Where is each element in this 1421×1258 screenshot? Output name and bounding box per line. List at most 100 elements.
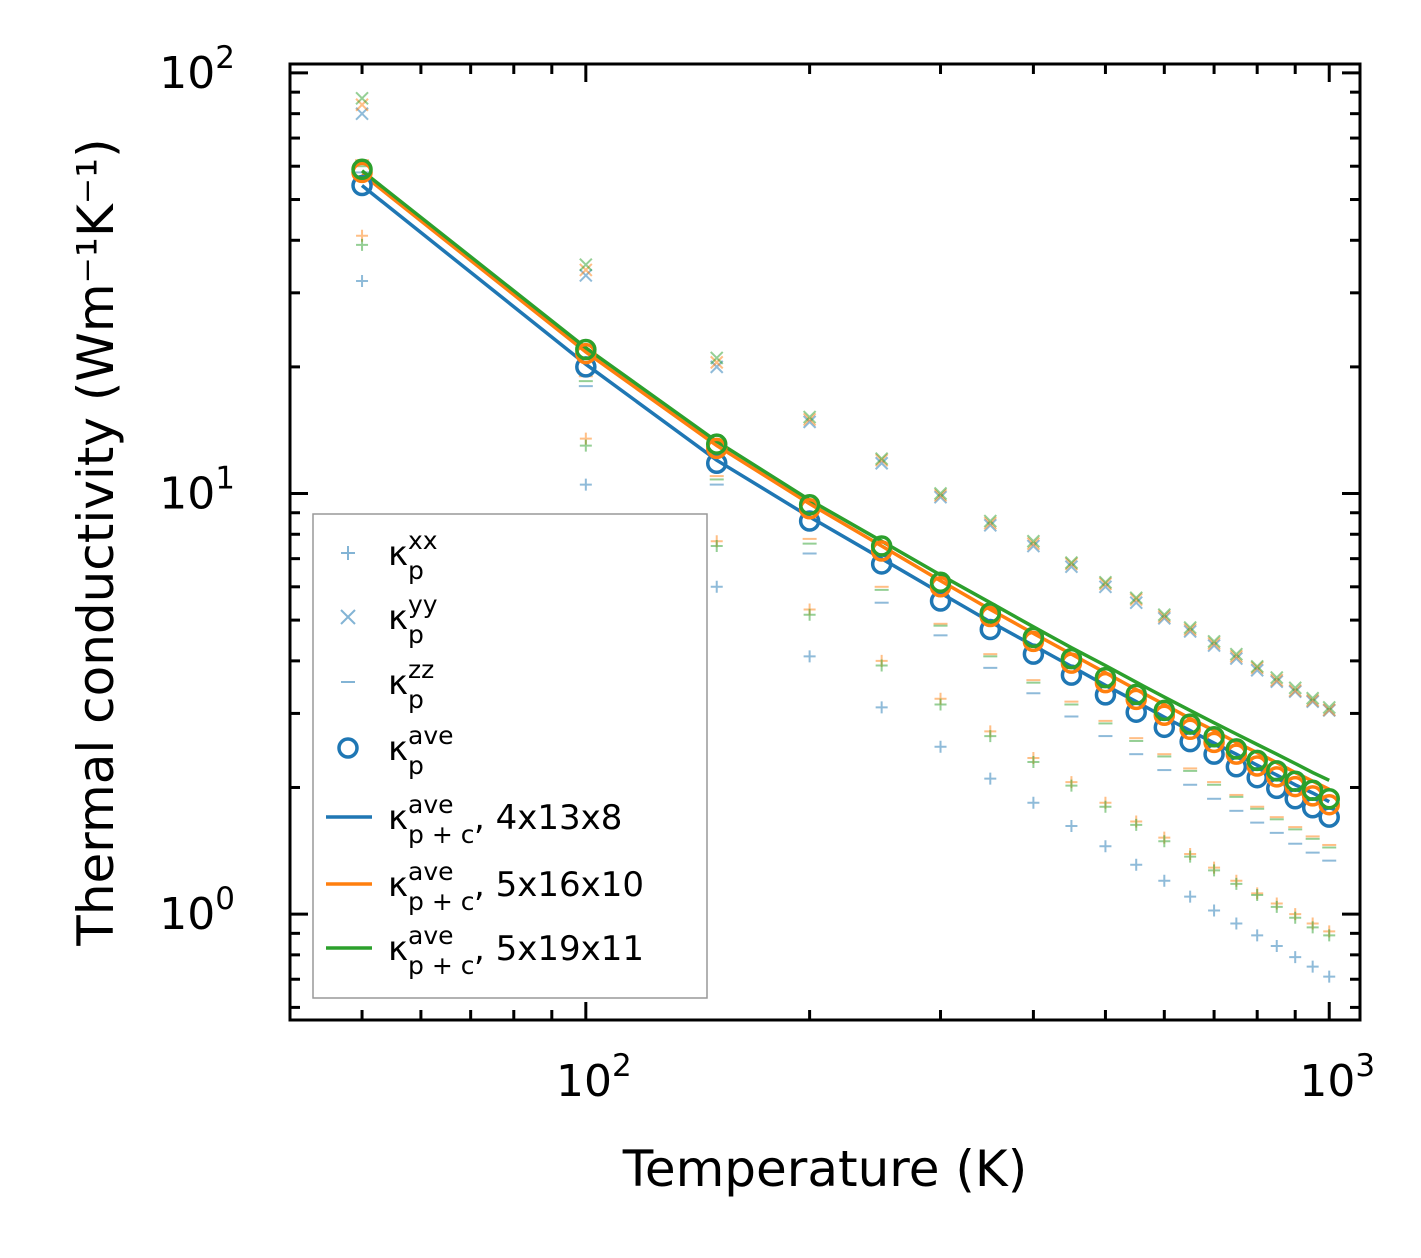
x-axis-label: Temperature (K) — [622, 1140, 1027, 1198]
k-ave-point — [351, 158, 373, 181]
k-xx-point — [579, 478, 592, 491]
k-yy-point — [1129, 592, 1143, 607]
k-xx-point — [1270, 900, 1283, 913]
k-yy-point — [1288, 683, 1302, 698]
k-yy-point — [1129, 595, 1143, 610]
k-xx-point — [1323, 970, 1336, 983]
k-yy-point — [1064, 559, 1079, 574]
k-ave-point — [979, 602, 1002, 624]
k-yy-point — [1157, 609, 1172, 624]
k-ave-point — [1318, 793, 1340, 816]
k-xx-point — [1251, 929, 1264, 942]
x-tick-label: 102 — [556, 1048, 632, 1107]
k-yy-point — [983, 516, 997, 530]
k-yy-point — [1229, 647, 1244, 661]
legend-entry: κxx p — [341, 526, 438, 585]
k-yy-point — [1305, 691, 1320, 705]
k-yy-point — [710, 355, 724, 370]
k-ave-point — [798, 510, 821, 532]
k-yy-point — [1026, 534, 1041, 548]
k-yy-point — [1288, 681, 1302, 695]
legend-entry: κave p + c, 4x13x8 — [326, 790, 622, 849]
k-yy-point — [1026, 536, 1041, 551]
y-tick-label: 101 — [159, 461, 235, 520]
k-xx-point — [1027, 796, 1040, 809]
k-yy-point — [874, 451, 889, 466]
k-yy-point — [1322, 700, 1336, 715]
legend-label: κave p + c, 4x13x8 — [388, 790, 622, 849]
k-xx-point — [934, 698, 947, 711]
plus-marker-icon — [341, 546, 355, 560]
axis-ticks — [288, 64, 1360, 1020]
k-ave-point — [705, 433, 728, 455]
plot-area — [351, 91, 1340, 983]
k-xx-point — [1230, 917, 1243, 930]
k-yy-point — [1129, 591, 1143, 605]
k-ave-point — [1225, 738, 1248, 760]
k-xx-point — [803, 608, 816, 621]
y-tick-label: 100 — [159, 881, 235, 940]
k-yy-point — [983, 518, 997, 533]
series-4x13x8 — [355, 106, 1337, 983]
k-yy-point — [1305, 693, 1320, 708]
legend-label: κave p — [388, 721, 454, 780]
legend-label: κave p + c, 5x16x10 — [388, 857, 644, 916]
k-ave-point — [1094, 666, 1117, 689]
k-xx-point — [1184, 850, 1197, 863]
k-yy-point — [1270, 674, 1284, 689]
y-tick-label: 102 — [159, 40, 235, 99]
k-xx-point — [1323, 929, 1336, 942]
k-ave-point — [1266, 760, 1288, 782]
k-yy-point — [1207, 636, 1221, 651]
k-yy-point — [355, 91, 369, 106]
k-yy-point — [1207, 638, 1221, 653]
legend-label: κyy p — [388, 590, 438, 649]
k-yy-point — [1183, 624, 1197, 639]
k-xx-point — [1158, 874, 1171, 887]
k-yy-point — [874, 453, 889, 467]
k-xx-point — [1306, 960, 1319, 973]
k-xx-point — [356, 238, 369, 251]
k-ave-point — [1318, 788, 1340, 810]
k-ave-point — [1179, 713, 1201, 735]
k-yy-point — [579, 263, 593, 277]
k-xx-point — [1230, 877, 1243, 890]
k-xx-point — [1158, 835, 1171, 848]
k-ave-pc-line-5x19x11 — [360, 169, 1330, 782]
legend-label: κzz p — [388, 655, 434, 714]
legend-box — [312, 513, 708, 999]
k-yy-point — [1183, 620, 1197, 635]
y-axis-label: Thermal conductivity (Wm⁻¹K⁻¹) — [67, 138, 125, 946]
k-yy-point — [1183, 622, 1197, 637]
k-ave-point — [1203, 726, 1225, 748]
series-5x19x11 — [355, 91, 1337, 942]
k-xx-point — [1130, 818, 1143, 831]
legend-entry: κyy p — [340, 590, 438, 649]
k-yy-point — [1064, 555, 1079, 570]
cross-marker-icon — [340, 609, 356, 625]
k-ave-point — [1284, 770, 1306, 792]
k-yy-point — [802, 410, 817, 424]
axes-frame — [288, 62, 1362, 1022]
k-xx-point — [356, 275, 369, 288]
k-xx-point — [803, 650, 816, 663]
k-ave-point — [1125, 683, 1147, 706]
k-xx-point — [1099, 840, 1112, 853]
tick-labels: 100 101 102 102 103 — [159, 40, 1375, 1107]
k-yy-point — [802, 412, 817, 427]
k-ave-point — [1246, 749, 1268, 772]
k-yy-point — [874, 456, 889, 470]
k-xx-point — [1184, 890, 1197, 903]
k-xx-point — [1208, 904, 1221, 917]
k-yy-point — [1157, 611, 1172, 626]
k-yy-point — [579, 268, 593, 283]
k-ave-point — [351, 174, 373, 197]
k-yy-point — [933, 490, 948, 504]
k-yy-point — [1207, 634, 1221, 649]
k-yy-point — [1098, 575, 1113, 590]
k-xx-point — [984, 730, 997, 743]
k-ave-pc-line-4x13x8 — [360, 184, 1331, 804]
k-yy-point — [1026, 539, 1041, 553]
